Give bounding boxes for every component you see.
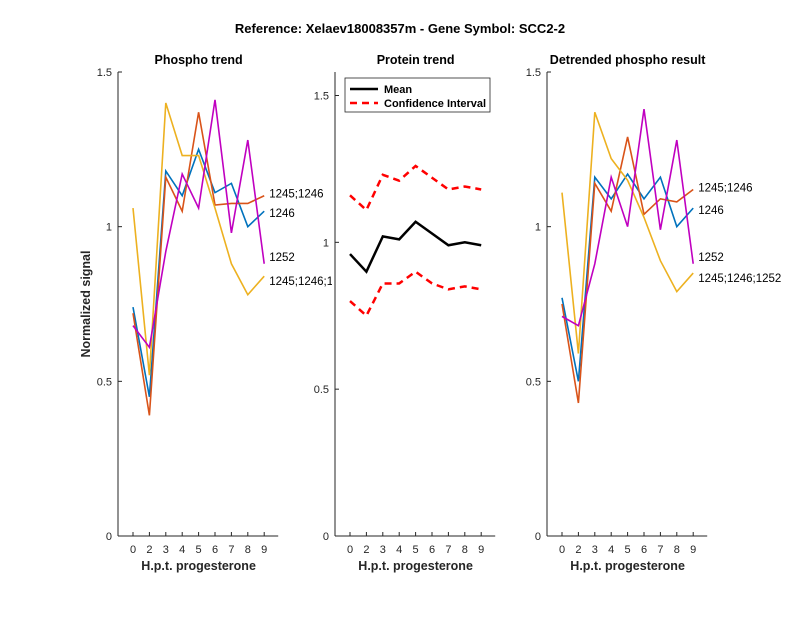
x-tick-label: 2 <box>146 544 152 556</box>
series-line-1245-1246 <box>132 112 265 416</box>
x-tick-label: 2 <box>575 544 581 556</box>
x-tick-label: 3 <box>163 544 169 556</box>
x-tick-label: 5 <box>625 544 631 556</box>
panel-title: Protein trend <box>377 53 455 67</box>
series-line-confidence-interval-lower <box>349 270 482 318</box>
series-line-mean <box>349 220 482 274</box>
series-end-label: 1246 <box>698 205 724 217</box>
x-axis-label: H.p.t. progesterone <box>570 559 685 573</box>
x-tick-label: 6 <box>212 544 218 556</box>
y-tick-label: 0.5 <box>314 384 329 396</box>
series-end-label: 1245;1246;1252 <box>698 273 781 285</box>
series-line-confidence-interval <box>349 164 482 213</box>
x-tick-label: 4 <box>396 544 402 556</box>
x-tick-label: 6 <box>429 544 435 556</box>
x-tick-label: 4 <box>608 544 614 556</box>
y-tick-label: 1.5 <box>97 67 112 79</box>
legend-box <box>344 77 491 113</box>
series-end-label: 1245;1246 <box>698 183 752 195</box>
y-tick-label: 1.5 <box>526 67 541 79</box>
y-tick-label: 0.5 <box>526 376 541 388</box>
series-end-label: 1246 <box>269 208 295 220</box>
x-tick-label: 3 <box>592 544 598 556</box>
x-tick-label: 7 <box>657 544 663 556</box>
series-line-1245-1246 <box>561 136 694 404</box>
y-tick-label: 1 <box>535 222 541 234</box>
series-line-1246 <box>132 147 265 397</box>
x-tick-label: 7 <box>228 544 234 556</box>
x-tick-label: 9 <box>690 544 696 556</box>
y-tick-label: 1 <box>323 237 329 249</box>
panel-title: Detrended phospho result <box>550 53 706 67</box>
legend-mean-label: Mean <box>384 84 412 96</box>
x-tick-label: 5 <box>413 544 419 556</box>
x-tick-label: 5 <box>196 544 202 556</box>
y-axis-label: Normalized signal <box>79 251 93 358</box>
panel-3: 00.511.50 2 3 4 5 6 7 8 9H.p.t. progesteroneDetr… <box>526 53 782 573</box>
series-line-1245-1246-1252 <box>132 102 265 376</box>
x-tick-label: 8 <box>245 544 251 556</box>
x-tick-label: 6 <box>641 544 647 556</box>
x-tick-label: 9 <box>478 544 484 556</box>
panel-1: 00.511.50 2 3 4 5 6 7 8 9H.p.t. progesteronePhos… <box>79 53 352 573</box>
y-tick-label: 0 <box>323 531 329 543</box>
series-line-1245-1246-1252 <box>561 111 694 354</box>
series-end-label: 1245;1246;1252 <box>269 276 352 288</box>
series-line-1252 <box>561 109 694 327</box>
x-axis-label: H.p.t. progesterone <box>141 559 256 573</box>
x-tick-label: 8 <box>674 544 680 556</box>
legend-ci-label: Confidence Interval <box>384 98 486 110</box>
panel-2: 00.511.50 2 3 4 5 6 7 8 9H.p.t. progesteroneProt… <box>314 53 496 573</box>
x-tick-label: 0 <box>347 544 353 556</box>
x-tick-label: 8 <box>462 544 468 556</box>
panel-title: Phospho trend <box>154 53 242 67</box>
series-line-1252 <box>132 99 265 350</box>
x-tick-label: 3 <box>380 544 386 556</box>
figure-title: Reference: Xelaev18008357m - Gene Symbol… <box>235 21 565 36</box>
y-tick-label: 1 <box>106 222 112 234</box>
x-axis-label: H.p.t. progesterone <box>358 559 473 573</box>
series-end-label: 1252 <box>269 252 295 264</box>
y-tick-label: 0 <box>106 531 112 543</box>
x-tick-label: 0 <box>559 544 565 556</box>
legend: Mean Confidence Interval <box>344 77 491 113</box>
x-tick-label: 2 <box>363 544 369 556</box>
series-end-label: 1252 <box>698 252 724 264</box>
series-line-1246 <box>561 172 694 382</box>
x-tick-label: 9 <box>261 544 267 556</box>
y-tick-label: 0.5 <box>97 376 112 388</box>
y-tick-label: 1.5 <box>314 90 329 102</box>
series-end-label: 1245;1246 <box>269 189 323 201</box>
x-tick-label: 0 <box>130 544 136 556</box>
x-tick-label: 4 <box>179 544 185 556</box>
x-tick-label: 7 <box>445 544 451 556</box>
y-tick-label: 0 <box>535 531 541 543</box>
